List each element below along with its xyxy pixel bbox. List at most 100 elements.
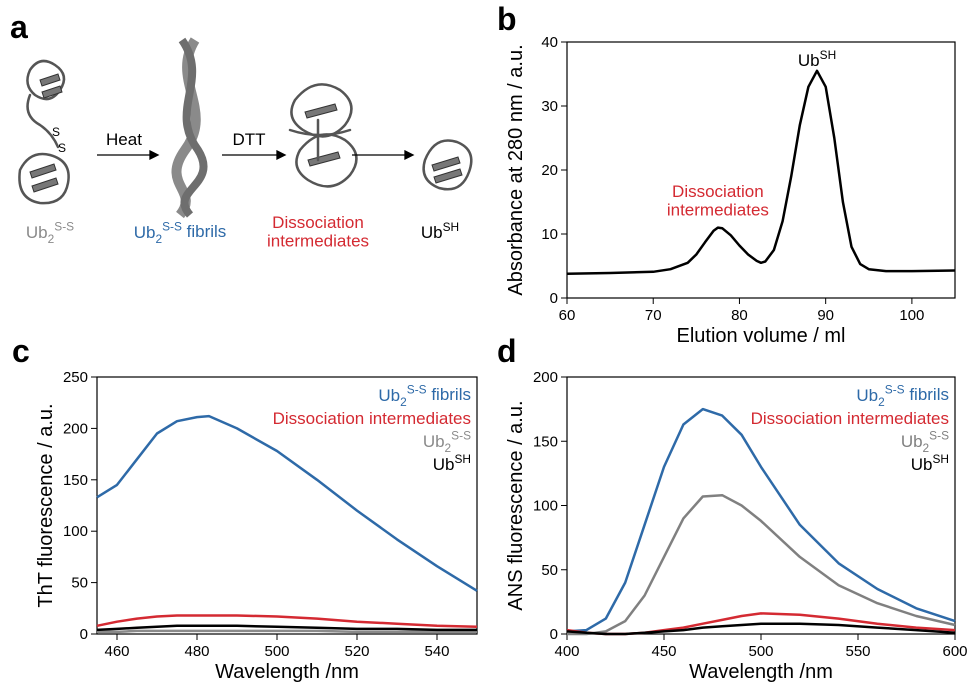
y-tick-label: 100: [533, 498, 558, 515]
legend-entry: Ub2S-S: [901, 428, 949, 455]
text-run: 2: [48, 232, 55, 246]
text-run: 2: [923, 441, 930, 455]
legend-entry: Ub2S-S: [423, 428, 471, 455]
y-tick-label: 250: [63, 369, 88, 386]
annotation: UbSH: [798, 48, 836, 70]
text-line: Dissociation: [272, 213, 364, 232]
y-tick-label: 0: [80, 626, 88, 643]
y-tick-label: 10: [541, 226, 558, 243]
monomer-structure: [422, 139, 473, 191]
text-run: Dissociation intermediates: [273, 409, 471, 428]
x-tick-label: 450: [651, 643, 676, 660]
text-run: SH: [443, 220, 460, 234]
arrows: [97, 149, 415, 161]
data-line: [566, 622, 956, 636]
text-run: Ub: [901, 432, 923, 451]
text-run: 2: [400, 395, 407, 409]
structure-label: Dissociation intermediates: [267, 213, 369, 251]
text-run: Ub: [134, 223, 156, 242]
y-axis-title: ThT fluorescence / a.u.: [35, 403, 57, 607]
structure-label: UbSH: [421, 220, 459, 242]
x-tick-label: 60: [559, 307, 576, 324]
text-run: Ub: [378, 386, 400, 405]
text-run: 2: [155, 232, 162, 246]
text-run: S-S: [54, 219, 74, 233]
text-run: 2: [445, 441, 452, 455]
text-run: SH: [454, 452, 471, 466]
data-line: [566, 407, 956, 633]
disulfide-label: S: [58, 141, 66, 155]
text-run: Ub: [26, 223, 48, 242]
structure-label: Ub2S-S fibrils: [134, 219, 227, 246]
plot-frame: [96, 376, 478, 635]
text-run: S-S: [407, 382, 427, 396]
data-line: [96, 614, 478, 629]
text-run: Ub: [856, 386, 878, 405]
x-tick-label: 520: [344, 643, 369, 660]
panel-label: a: [10, 9, 28, 45]
y-tick-label: 200: [63, 420, 88, 437]
text-run: Ub: [798, 51, 820, 70]
dimer-structure: [18, 59, 70, 205]
y-tick-label: 0: [550, 290, 558, 307]
x-tick-label: 480: [184, 643, 209, 660]
x-tick-label: 600: [942, 643, 967, 660]
text-line: intermediates: [667, 201, 769, 220]
text-run: S-S: [929, 428, 949, 442]
step-label: Heat: [106, 130, 142, 149]
x-tick-label: 70: [645, 307, 662, 324]
text-run: Ub: [433, 455, 455, 474]
panel-label: c: [12, 333, 30, 369]
step-label: DTT: [232, 130, 265, 149]
x-axis-title: Wavelength /nm: [689, 661, 833, 683]
y-tick-label: 30: [541, 98, 558, 115]
y-tick-label: 50: [71, 575, 88, 592]
x-tick-label: 550: [845, 643, 870, 660]
x-tick-label: 400: [554, 643, 579, 660]
legend-entry: Ub2S-S fibrils: [856, 382, 949, 409]
data-line: [567, 493, 956, 636]
y-tick-label: 150: [63, 472, 88, 489]
legend-entry: UbSH: [433, 452, 471, 474]
legend-entry: UbSH: [911, 452, 949, 474]
y-tick-label: 20: [541, 162, 558, 179]
text-run: Dissociation intermediates: [751, 409, 949, 428]
data-line: [96, 624, 477, 632]
y-axis-title: Absorbance at 280 nm / a.u.: [505, 44, 527, 295]
x-tick-label: 80: [731, 307, 748, 324]
legend-entry: Dissociation intermediates: [273, 409, 471, 428]
fibril-structure: [171, 37, 208, 219]
text-run: Ub: [423, 432, 445, 451]
x-tick-label: 500: [264, 643, 289, 660]
y-tick-label: 150: [533, 433, 558, 450]
data-line: [566, 69, 956, 275]
panel-label: b: [497, 1, 517, 37]
y-tick-label: 0: [550, 626, 558, 643]
disulfide-label: S: [52, 125, 60, 139]
structure-label: Ub2S-S: [26, 219, 74, 246]
text-run: 2: [878, 395, 885, 409]
x-tick-label: 500: [748, 643, 773, 660]
plot-frame: [566, 41, 956, 299]
y-tick-label: 40: [541, 34, 558, 51]
data-line: [96, 414, 478, 592]
legend-entry: Ub2S-S fibrils: [378, 382, 471, 409]
panel-label: d: [497, 333, 517, 369]
y-tick-label: 200: [533, 369, 558, 386]
y-tick-label: 100: [63, 523, 88, 540]
text-line: intermediates: [267, 232, 369, 251]
x-axis-title: Elution volume / ml: [677, 325, 846, 347]
annotation: Dissociation intermediates: [667, 182, 769, 220]
legend-entry: Dissociation intermediates: [751, 409, 949, 428]
text-line: Dissociation: [672, 182, 764, 201]
x-tick-label: 100: [899, 307, 924, 324]
text-run: Ub: [911, 455, 933, 474]
text-run: S-S: [162, 219, 182, 233]
x-tick-label: 90: [817, 307, 834, 324]
text-run: fibrils: [427, 385, 471, 404]
intermediate-structure: [288, 83, 358, 188]
text-run: fibrils: [905, 385, 949, 404]
x-tick-label: 460: [104, 643, 129, 660]
text-run: S-S: [451, 428, 471, 442]
